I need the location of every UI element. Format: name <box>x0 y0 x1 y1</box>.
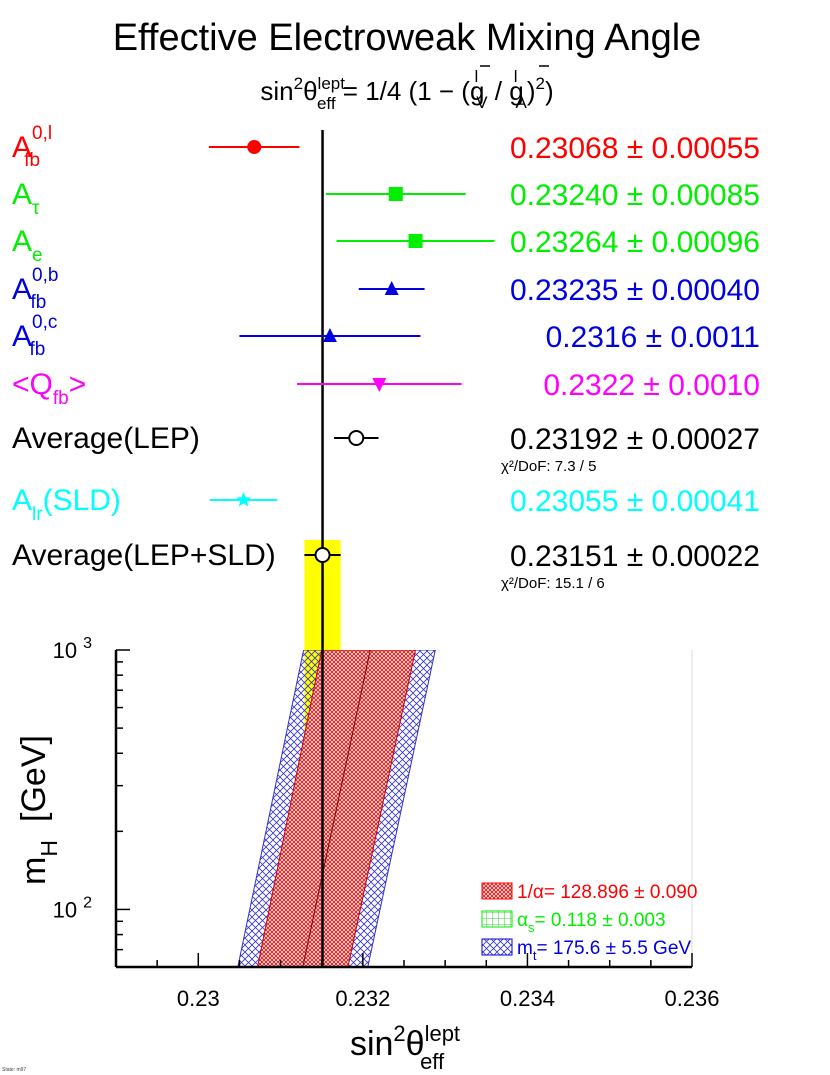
y-axis-label: mH[GeV] <box>15 735 62 885</box>
legend: 1/α= 128.896 ± 0.090 αs= 0.118 ± 0.003 mt=… <box>481 882 697 963</box>
measurement-value: 0.2316 ± 0.0011 <box>546 321 760 354</box>
measurement-label: <Qfb> <box>12 368 86 409</box>
measurement-value: 0.23192 ± 0.00027 <box>510 423 760 456</box>
measurement-value: 0.23068 ± 0.00055 <box>510 132 760 165</box>
marker-open-circle <box>314 547 331 563</box>
measurement-row: Average(LEP) 0.23192 ± 0.00027 χ²/DoF: 7.3… <box>12 422 760 475</box>
x-tick-label: 0.236 <box>664 986 719 1011</box>
y-tick-label: 10 3 <box>53 635 92 663</box>
legend-swatch <box>481 938 513 956</box>
x-axis-ticks: 0.23 0.232 0.234 0.236 <box>115 953 720 1011</box>
marker-triangle <box>384 281 399 295</box>
measurement-row: Ae 0.23264 ± 0.00096 <box>12 225 760 266</box>
marker-triangle-down <box>372 378 387 392</box>
marker-square <box>388 187 403 201</box>
measurement-label: Alr(SLD) <box>12 484 121 525</box>
measurement-row: Aτ 0.23240 ± 0.00085 <box>12 178 760 219</box>
legend-swatch <box>481 882 513 900</box>
measurement-row: A0,l fb 0.23068 ± 0.00055 <box>12 123 760 171</box>
measurement-row: A0,c fb 0.2316 ± 0.0011 <box>12 312 760 360</box>
measurement-label: A0,c fb <box>12 312 57 360</box>
x-tick-label: 0.23 <box>177 986 220 1011</box>
measurement-row: <Qfb> 0.2322 ± 0.0010 <box>12 368 760 409</box>
y-tick-label: 10 2 <box>53 894 92 922</box>
x-axis-label: sin2θlept eff <box>350 1021 460 1074</box>
measurement-label: Aτ <box>12 178 40 219</box>
footer-note: State: m97 <box>2 1067 26 1073</box>
measurement-label: A0,b fb <box>12 265 58 313</box>
formula: sin2θlept eff = 1/4 (1 − (gl V / gl A)2) <box>260 67 553 113</box>
measurement-row: Alr(SLD) 0.23055 ± 0.00041 <box>12 484 760 525</box>
measurement-label: A0,l fb <box>12 123 52 171</box>
measurement-label: Average(LEP+SLD) <box>12 539 276 572</box>
measurement-value: 0.23264 ± 0.00096 <box>510 226 760 259</box>
x-tick-label: 0.234 <box>500 986 555 1011</box>
chart-title: Effective Electroweak Mixing Angle <box>113 17 702 59</box>
marker-open-circle <box>348 430 365 446</box>
measurement-row: A0,b fb 0.23235 ± 0.00040 <box>12 265 760 313</box>
legend-label: 1/α= 128.896 ± 0.090 <box>517 882 697 903</box>
central-curve <box>302 650 371 967</box>
legend-label: αs= 0.118 ± 0.003 <box>517 910 666 935</box>
legend-swatch <box>481 910 513 928</box>
marker-star <box>235 492 252 507</box>
prediction-bands <box>237 650 436 967</box>
measurement-value: 0.23055 ± 0.00041 <box>510 485 760 518</box>
marker-triangle <box>322 328 337 342</box>
measurement-label: Ae <box>12 225 43 266</box>
measurement-value: 0.23151 ± 0.00022 <box>510 540 760 573</box>
measurement-value: 0.23235 ± 0.00040 <box>510 274 760 307</box>
legend-label: mt= 175.6 ± 5.5 GeV <box>517 938 691 963</box>
measurement-value: 0.23240 ± 0.00085 <box>510 179 760 212</box>
x-tick-label: 0.232 <box>335 986 390 1011</box>
marker-square <box>408 234 423 248</box>
chi2-label: χ²/DoF: 7.3 / 5 <box>501 458 596 475</box>
chi2-label: χ²/DoF: 15.1 / 6 <box>501 575 605 592</box>
measurement-row: Average(LEP+SLD) 0.23151 ± 0.00022 χ²/DoF:… <box>12 539 760 592</box>
measurement-label: Average(LEP) <box>12 422 200 455</box>
measurements: A0,l fb 0.23068 ± 0.00055 Aτ 0.23240 ± 0.000… <box>12 123 760 592</box>
measurement-value: 0.2322 ± 0.0010 <box>543 369 760 402</box>
marker-circle <box>247 140 262 154</box>
